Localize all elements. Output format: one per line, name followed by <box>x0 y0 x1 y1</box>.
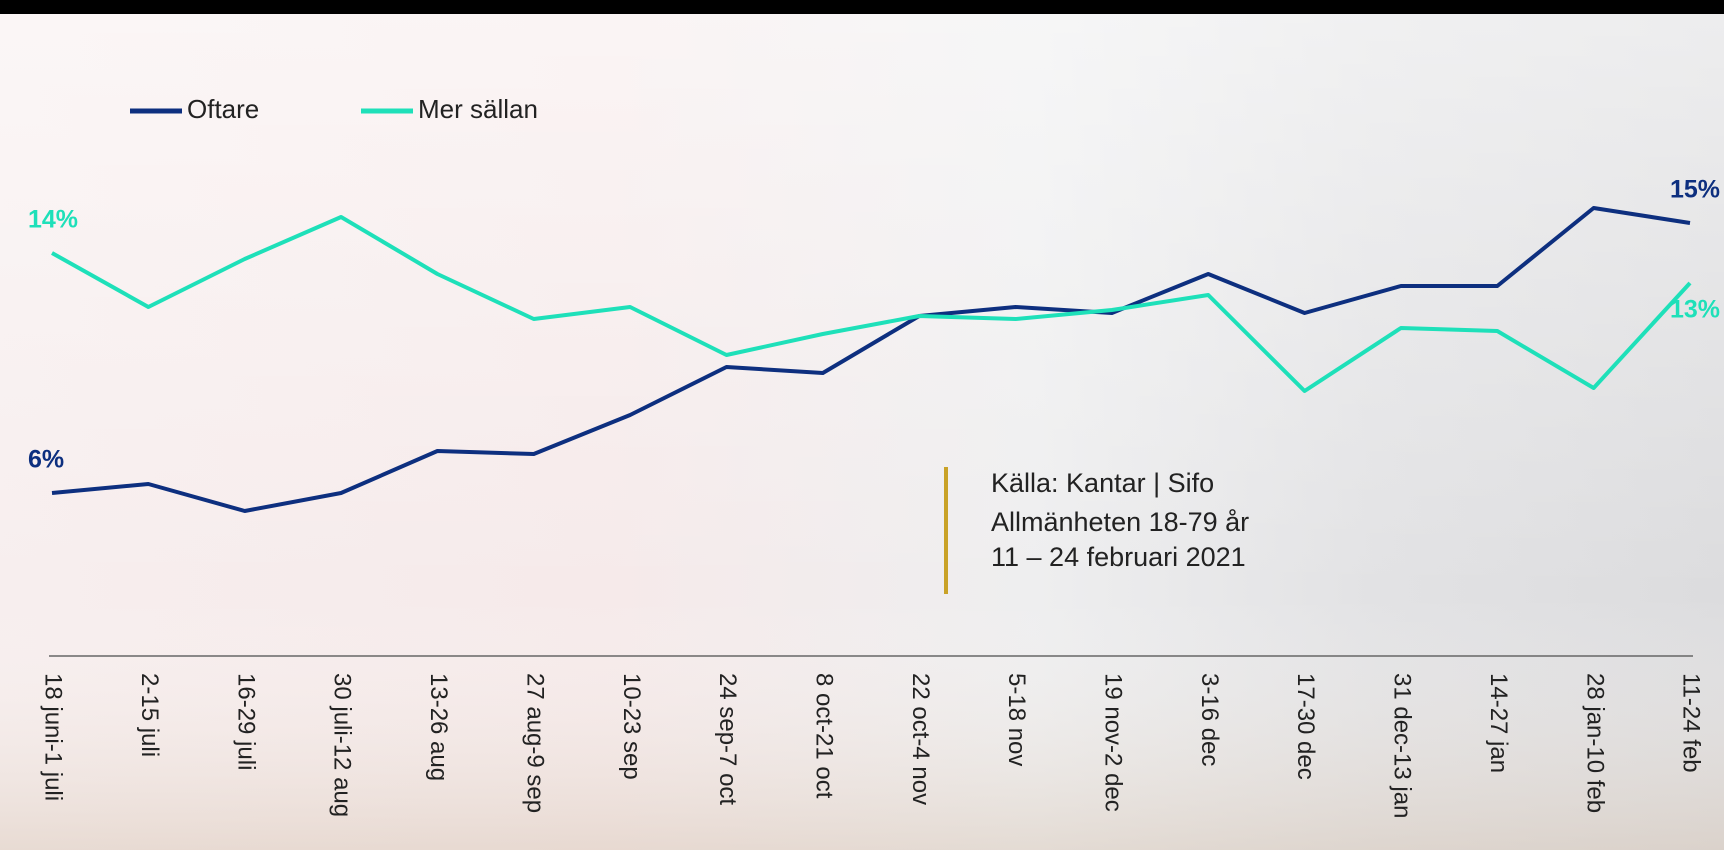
x-tick-label: 16-29 juli <box>232 673 259 770</box>
source-text: 11 – 24 februari 2021 <box>991 542 1246 572</box>
x-tick-label: 28 jan-10 feb <box>1581 673 1608 813</box>
x-tick-label: 8 oct-21 oct <box>810 673 837 799</box>
top-bar <box>0 0 1724 14</box>
x-tick-label: 17-30 dec <box>1292 673 1319 780</box>
legend-label: Mer sällan <box>418 94 538 124</box>
x-tick-label: 22 oct-4 nov <box>907 673 934 805</box>
chart: Källa: Kantar | Sifo Allmänheten 18-79 å… <box>0 0 1724 850</box>
data-label: 6% <box>28 446 64 474</box>
data-label: 13% <box>1670 296 1720 324</box>
x-tick-label: 5-18 nov <box>1003 673 1030 766</box>
source-text: Allmänheten 18-79 år <box>991 507 1249 537</box>
source-bar <box>944 467 948 594</box>
x-tick-label: 11-24 feb <box>1678 673 1705 773</box>
x-tick-label: 3-16 dec <box>1196 673 1223 766</box>
x-tick-label: 14-27 jan <box>1485 673 1512 773</box>
legend-label: Oftare <box>187 94 259 124</box>
x-tick-label: 18 juni-1 juli <box>40 673 67 801</box>
x-tick-label: 10-23 sep <box>618 673 645 780</box>
x-tick-label: 2-15 juli <box>136 673 163 757</box>
x-tick-label: 13-26 aug <box>425 673 452 781</box>
x-tick-label: 19 nov-2 dec <box>1100 673 1127 812</box>
source-text: Källa: Kantar | Sifo <box>991 468 1214 498</box>
x-tick-label: 24 sep-7 oct <box>714 673 741 805</box>
x-tick-label: 27 aug-9 sep <box>521 673 548 813</box>
data-label: 15% <box>1670 176 1720 204</box>
data-label: 14% <box>28 206 78 234</box>
x-tick-label: 30 juli-12 aug <box>329 673 356 817</box>
x-tick-label: 31 dec-13 jan <box>1389 673 1416 818</box>
